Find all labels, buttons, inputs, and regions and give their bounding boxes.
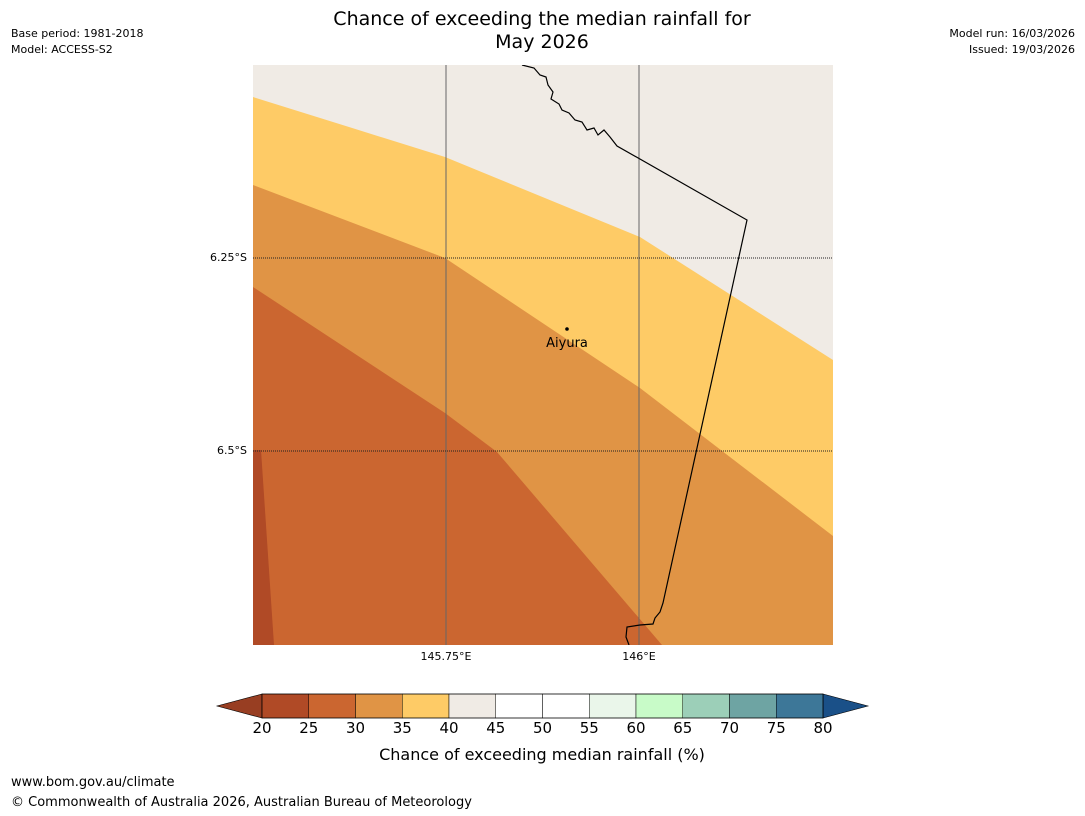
colorbar-over-arrow: [822, 693, 870, 719]
aiyura-marker: [565, 327, 569, 331]
colorbar-tick-35: 35: [392, 719, 412, 737]
colorbar-label: Chance of exceeding median rainfall (%): [379, 745, 705, 764]
colorbar-segment-70-75: [729, 693, 777, 719]
colorbar-tick-75: 75: [766, 719, 786, 737]
colorbar-segment-60-65: [635, 693, 683, 719]
colorbar-segment-50-55: [542, 693, 590, 719]
colorbar-tick-70: 70: [719, 719, 740, 737]
colorbar-under-arrow: [215, 693, 263, 719]
colorbar-tick-20: 20: [252, 719, 272, 737]
footer-copyright: © Commonwealth of Australia 2026, Austra…: [11, 795, 472, 810]
base-period-text: Base period: 1981-2018: [11, 27, 144, 40]
lon-label-145-75: 145.75°E: [420, 650, 472, 663]
colorbar-tick-45: 45: [486, 719, 506, 737]
lat-label-6-25: 6.25°S: [210, 251, 247, 264]
colorbar-tick-80: 80: [813, 719, 833, 737]
province-boundary: [521, 65, 748, 645]
lat-label-6-5: 6.5°S: [217, 444, 247, 457]
colorbar-segment-30-35: [355, 693, 403, 719]
model-run-text: Model run: 16/03/2026: [949, 27, 1075, 40]
colorbar-tick-60: 60: [626, 719, 646, 737]
colorbar-segment-55-60: [589, 693, 637, 719]
colorbar-segment-75-80: [776, 693, 824, 719]
issued-text: Issued: 19/03/2026: [968, 43, 1075, 56]
colorbar-frame: [261, 693, 824, 719]
colorbar-segment-25-30: [308, 693, 356, 719]
colorbar-tick-25: 25: [299, 719, 319, 737]
title-line-2: May 2026: [495, 31, 589, 53]
colorbar-segment-65-70: [682, 693, 730, 719]
colorbar-tick-55: 55: [579, 719, 599, 737]
band-25-30: [253, 287, 662, 645]
colorbar-tick-40: 40: [439, 719, 459, 737]
footer-url: www.bom.gov.au/climate: [11, 775, 175, 790]
band-20-25: [253, 450, 274, 645]
colorbar-tick-30: 30: [345, 719, 366, 737]
metadata-left: Base period: 1981-2018 Model: ACCESS-S2: [11, 26, 143, 58]
colorbar-tick-50: 50: [532, 719, 553, 737]
metadata-right: Model run: 16/03/2026 Issued: 19/03/2026: [949, 26, 1075, 58]
place-label-aiyura: Aiyura: [546, 336, 588, 351]
colorbar-segment-40-45: [448, 693, 496, 719]
colorbar-tick-65: 65: [673, 719, 693, 737]
lon-label-146: 146°E: [622, 650, 656, 663]
title-line-1: Chance of exceeding the median rainfall …: [333, 8, 751, 30]
map-area: [253, 65, 833, 645]
colorbar-segment-45-50: [495, 693, 543, 719]
colorbar-segment-20-25: [261, 693, 309, 719]
colorbar-segment-35-40: [402, 693, 450, 719]
map-title: Chance of exceeding the median rainfall …: [242, 8, 842, 54]
model-text: Model: ACCESS-S2: [11, 43, 113, 56]
